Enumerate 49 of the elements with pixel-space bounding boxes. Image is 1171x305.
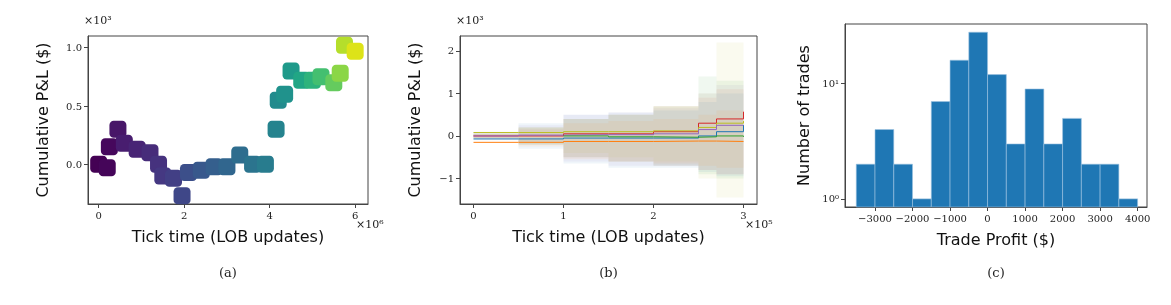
y-tick-label: 2 xyxy=(447,45,454,57)
y-tick-label: 1 xyxy=(447,87,454,99)
point xyxy=(109,120,127,138)
y-tick-label: 0 xyxy=(447,130,454,142)
y-tick-label: 10¹ xyxy=(822,78,839,90)
y-tick-label: 0.0 xyxy=(66,158,82,170)
y-axis-title: Cumulative P&L ($) xyxy=(32,42,52,198)
point xyxy=(218,158,236,176)
point xyxy=(100,138,118,156)
text: ×10³ xyxy=(456,13,484,27)
point xyxy=(267,120,285,138)
x-tick-label: 4 xyxy=(266,209,273,221)
y-tick-label: 1.0 xyxy=(66,42,82,54)
x-tick-label: 0 xyxy=(984,212,991,224)
x-tick-label: −1000 xyxy=(933,212,967,224)
x-tick-label: 1 xyxy=(560,209,567,221)
x-tick-label: 4000 xyxy=(1124,212,1151,224)
text: ×10³ xyxy=(84,13,112,27)
x-tick-label: 1000 xyxy=(1012,212,1038,224)
x-tick-label: 3 xyxy=(740,209,747,221)
y-axis-title: Number of trades xyxy=(793,45,813,186)
x-tick-label: 2 xyxy=(650,209,657,221)
y-tick-label: −1 xyxy=(439,172,454,184)
point xyxy=(346,42,364,60)
x-tick-label: 2000 xyxy=(1049,212,1076,224)
point xyxy=(331,64,349,82)
y-axis-title: Cumulative P&L ($) xyxy=(404,42,424,198)
point xyxy=(165,169,182,187)
y-tick-label: 0.5 xyxy=(66,100,82,112)
x-tick-label: 2 xyxy=(181,209,188,221)
text: (a) xyxy=(219,264,237,280)
x-tick-label: 0 xyxy=(470,209,477,221)
point xyxy=(256,155,274,173)
text: (c) xyxy=(987,264,1005,280)
text: ×10⁶ xyxy=(356,217,385,231)
text: (b) xyxy=(599,264,618,280)
x-tick-label: −2000 xyxy=(895,212,930,224)
x-tick-label: −3000 xyxy=(858,212,892,224)
y-tick-label: 10⁰ xyxy=(822,193,839,205)
point xyxy=(276,85,294,103)
x-tick-label: 6 xyxy=(351,209,359,221)
point xyxy=(98,159,116,177)
x-axis-title: Tick time (LOB updates) xyxy=(130,226,325,246)
x-axis-title: Trade Profit ($) xyxy=(935,229,1056,249)
x-tick-label: 0 xyxy=(95,209,102,221)
x-axis-title: Tick time (LOB updates) xyxy=(511,226,705,246)
x-tick-label: 3000 xyxy=(1087,212,1113,224)
point xyxy=(173,187,191,205)
text: ×10⁵ xyxy=(745,217,773,231)
